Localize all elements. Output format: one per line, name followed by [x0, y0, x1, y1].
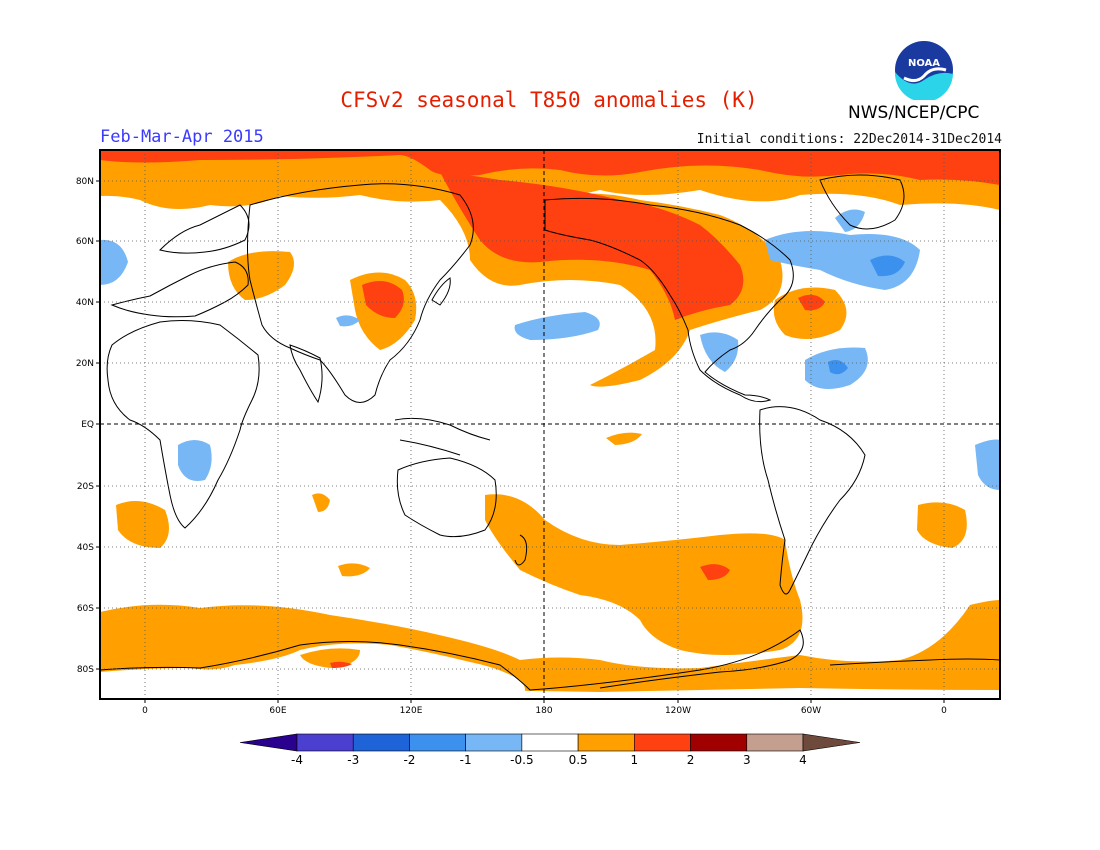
anomaly-region-south-indian-orange	[116, 501, 169, 548]
latitude-ticks	[96, 180, 100, 670]
noaa-logo: NOAA	[894, 41, 953, 100]
lat-label: 40N	[76, 298, 94, 308]
colorbar-segment	[746, 733, 804, 752]
colorbar-label: 3	[743, 753, 751, 767]
map-title: CFSv2 seasonal T850 anomalies (K)	[340, 88, 758, 112]
colorbar-segment	[577, 733, 635, 752]
coastlines	[100, 174, 1000, 691]
colorbar-label: -3	[347, 753, 359, 767]
colorbar-label: -0.5	[510, 753, 533, 767]
initial-conditions: Initial conditions: 22Dec2014-31Dec2014	[696, 132, 1002, 147]
lon-label: 60W	[801, 706, 821, 716]
anomaly-region-south-pacific-red	[700, 564, 730, 580]
colorbar-segment	[521, 733, 579, 752]
colorbar-segment	[296, 733, 354, 752]
anomaly-region-alaska-red	[440, 172, 744, 320]
lon-label: 120W	[665, 706, 691, 716]
anomaly-region-greenland-blue	[835, 209, 865, 232]
agency-label: NWS/NCEP/CPC	[848, 103, 980, 123]
colorbar-label: 0.5	[569, 753, 588, 767]
antarctica-neutral	[100, 643, 525, 699]
anomaly-region-europe-edge-blue	[100, 239, 128, 285]
anomaly-region-southern-small-orange	[338, 563, 370, 577]
longitude-ticks	[144, 699, 945, 703]
colorbar-label: -4	[291, 753, 303, 767]
lon-label: 120E	[400, 706, 423, 716]
colorbar-segment	[690, 733, 748, 752]
anomaly-region-indian-small-orange	[312, 493, 330, 512]
anomaly-region-atlantic-orange	[773, 287, 847, 339]
anomaly-region-north-atlantic-blue-core	[870, 255, 905, 277]
lat-label: 60S	[77, 604, 94, 614]
svg-text:NOAA: NOAA	[908, 58, 940, 69]
lat-label: EQ	[81, 420, 94, 430]
anomaly-region-south-pacific-orange	[485, 494, 803, 655]
anomaly-region-atlantic-red	[798, 294, 825, 311]
lon-label: 60E	[269, 706, 286, 716]
colorbar-segment	[352, 733, 410, 752]
lon-label: 0	[142, 706, 148, 716]
lat-label: 20N	[76, 359, 94, 369]
colorbar-segment	[634, 733, 691, 752]
colorbar-extend-high	[802, 733, 861, 752]
anomaly-region-arctic-red	[100, 150, 1000, 185]
equator-dateline	[100, 150, 1000, 699]
latitude-labels: 80N 60N 40N 20N EQ 20S 40S 60S 80S	[76, 177, 94, 675]
colorbar-label: 2	[687, 753, 695, 767]
colorbar-extend-low	[239, 733, 298, 752]
anomaly-region-south-atlantic-orange	[917, 502, 967, 548]
colorbar: -4 -3 -2 -1 -0.5 0.5 1 2 3 4	[239, 733, 861, 767]
colorbar-segment	[409, 733, 466, 752]
lat-label: 80N	[76, 177, 94, 187]
colorbar-segment	[465, 733, 523, 752]
colorbar-label: -2	[403, 753, 415, 767]
anomaly-region-equatorial-pacific-orange	[606, 432, 642, 445]
lat-label: 80S	[77, 665, 94, 675]
lat-label: 60N	[76, 237, 94, 247]
lat-label: 20S	[77, 482, 94, 492]
anomaly-region-central-asia-red	[362, 281, 404, 318]
antarctica-red-patch	[330, 661, 352, 668]
longitude-labels: 0 60E 120E 180 120W 60W 0	[142, 706, 947, 716]
anomaly-region-mexico-blue	[700, 332, 739, 372]
colorbar-label: -1	[460, 753, 472, 767]
anomaly-region-brazil-edge-blue	[975, 439, 1000, 490]
forecast-period: Feb-Mar-Apr 2015	[100, 127, 264, 147]
anomaly-region-pacific-blue	[514, 312, 600, 340]
lon-label: 180	[535, 706, 552, 716]
anomaly-region-tibet-blue	[336, 315, 360, 327]
lon-label: 0	[941, 706, 947, 716]
anomaly-region-tropical-atlantic-blue-core	[828, 360, 848, 375]
colorbar-label: 4	[799, 753, 807, 767]
lat-label: 40S	[77, 543, 94, 553]
colorbar-label: 1	[631, 753, 639, 767]
anomaly-region-africa-blue	[178, 440, 212, 481]
